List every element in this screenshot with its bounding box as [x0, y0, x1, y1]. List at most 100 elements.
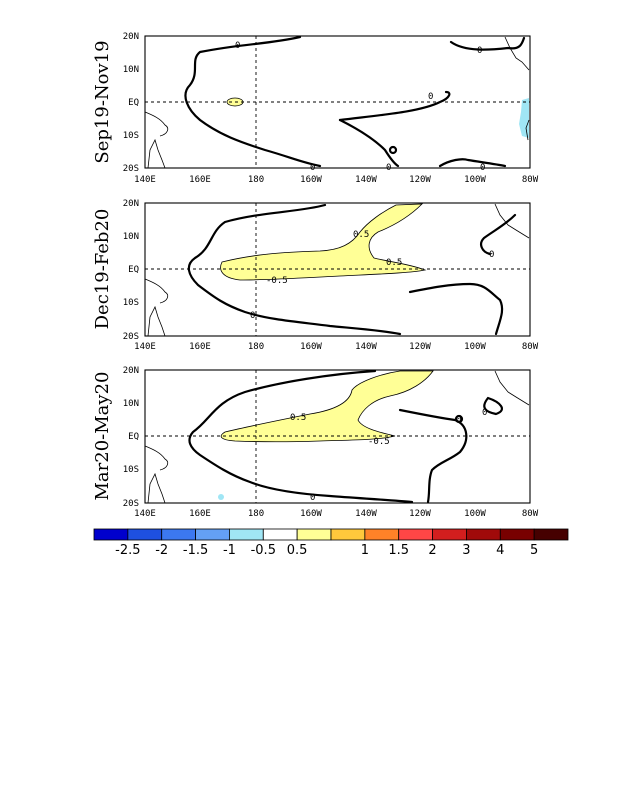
map-frame	[144, 369, 531, 504]
panel-title: Sep19-Nov19	[92, 40, 113, 163]
colorbar-label: -1.5	[183, 543, 208, 558]
y-tick-label: 20S	[123, 332, 139, 342]
zero-contour	[388, 145, 398, 155]
x-tick-label: 80W	[522, 509, 539, 519]
contour-label: 0	[310, 493, 315, 503]
colorbar-swatch	[161, 528, 196, 541]
x-tick-label: 120W	[409, 342, 431, 352]
y-tick-label: 10N	[123, 399, 139, 409]
colorbar-swatch	[499, 528, 535, 541]
zero-contour	[338, 118, 400, 168]
y-tick-label: 20N	[123, 199, 139, 209]
x-tick-label: 160W	[300, 342, 322, 352]
contour-label: 0	[428, 92, 433, 102]
colorbar-swatch	[533, 528, 569, 541]
x-tick-label: 100W	[464, 175, 486, 185]
colorbar-swatch	[127, 528, 163, 541]
y-tick-label: EQ	[128, 98, 139, 108]
negative-anomaly-region	[218, 494, 224, 500]
colorbar-swatch	[93, 528, 129, 541]
map-frame	[144, 35, 531, 169]
colorbar-label: -2	[155, 543, 168, 558]
colorbar-swatch	[432, 528, 467, 541]
y-tick-label: 20S	[123, 164, 139, 174]
contour-label: 0	[482, 408, 487, 418]
x-tick-label: 160E	[189, 342, 211, 352]
map-frame	[144, 202, 531, 337]
colorbar-label: 3	[462, 543, 470, 558]
y-tick-label: 10S	[123, 465, 139, 475]
x-tick-label: 100W	[464, 509, 486, 519]
colorbar-label: -0.5	[251, 543, 276, 558]
contour-label: 0	[456, 415, 461, 425]
x-tick-label: 140E	[134, 342, 156, 352]
x-tick-label: 180	[248, 175, 264, 185]
panel-title: Mar20-May20	[92, 372, 113, 501]
coastline-new-guinea	[144, 445, 169, 471]
zero-contour	[449, 36, 526, 51]
contour-label: -0.5	[266, 276, 288, 286]
x-tick-label: 180	[248, 342, 264, 352]
contour-label: 0	[310, 163, 315, 173]
colorbar-label: 0.5	[287, 543, 308, 558]
colorbar-label: -2.5	[115, 543, 140, 558]
x-tick-label: 160E	[189, 175, 211, 185]
y-tick-label: 20S	[123, 499, 139, 509]
y-tick-label: 10S	[123, 298, 139, 308]
y-tick-label: EQ	[128, 265, 139, 275]
positive-anomaly-region	[220, 203, 427, 281]
colorbar-swatch	[229, 528, 264, 541]
colorbar-label: 1.5	[388, 543, 409, 558]
colorbar-label: 1	[361, 543, 369, 558]
y-tick-label: 10N	[123, 232, 139, 242]
zero-contour	[483, 396, 503, 416]
contour-label: 0	[235, 41, 240, 51]
x-tick-label: 80W	[522, 342, 539, 352]
contour-label: 0	[250, 311, 255, 321]
colorbar-swatch	[262, 528, 298, 541]
x-tick-label: 140E	[134, 175, 156, 185]
x-tick-label: 140W	[355, 342, 377, 352]
colorbar-swatch	[398, 528, 433, 541]
coastline-central-america	[494, 370, 530, 406]
coastline-australia	[147, 472, 166, 504]
x-tick-label: 180	[248, 509, 264, 519]
contour-label: 0	[477, 46, 482, 56]
panel-sep19-nov19: 0 0 0 0 0 0 20N 10N EQ 10S 20S 140E 160E…	[92, 32, 539, 185]
contour-label: 0.5	[353, 230, 369, 240]
zero-contour	[438, 158, 507, 168]
coastline-south-america	[525, 119, 530, 141]
colorbar-swatch	[296, 528, 332, 541]
x-tick-label: 120W	[409, 509, 431, 519]
panel-mar20-may20: 0.5 -0.5 0 0 0 20N 10N EQ 10S 20S 140E 1…	[92, 366, 539, 519]
x-tick-label: 160W	[300, 509, 322, 519]
panel-title: Dec19-Feb20	[92, 209, 113, 330]
zero-contour	[188, 369, 414, 504]
y-tick-label: EQ	[128, 432, 139, 442]
x-tick-label: 140W	[355, 175, 377, 185]
zero-contour	[184, 35, 322, 168]
contour-label: -0.5	[368, 437, 390, 447]
negative-anomaly-region	[519, 98, 529, 138]
colorbar-label: -1	[223, 543, 236, 558]
contour-label: 0	[480, 163, 485, 173]
colorbar-swatch	[330, 528, 366, 541]
contour-label: 0	[386, 163, 391, 173]
zero-contour	[454, 414, 464, 424]
colorbar-swatch	[195, 528, 230, 541]
x-tick-label: 160W	[300, 175, 322, 185]
y-tick-label: 20N	[123, 366, 139, 376]
coastline-australia	[147, 138, 166, 169]
x-tick-label: 160E	[189, 509, 211, 519]
positive-anomaly-region	[220, 370, 434, 443]
zero-contour	[338, 90, 451, 122]
y-tick-label: 10N	[123, 65, 139, 75]
panel-dec19-feb20: 0.5 0.5 -0.5 0 0 20N 10N EQ 10S 20S 140E…	[92, 199, 539, 352]
contour-label: 0	[489, 250, 494, 260]
colorbar-label: 5	[530, 543, 538, 558]
colorbar: -2.5 -2 -1.5 -1 -0.5 0.5 1 1.5 2 3 4 5	[93, 528, 569, 558]
colorbar-label: 2	[428, 543, 436, 558]
x-tick-label: 80W	[522, 175, 539, 185]
y-tick-label: 10S	[123, 131, 139, 141]
